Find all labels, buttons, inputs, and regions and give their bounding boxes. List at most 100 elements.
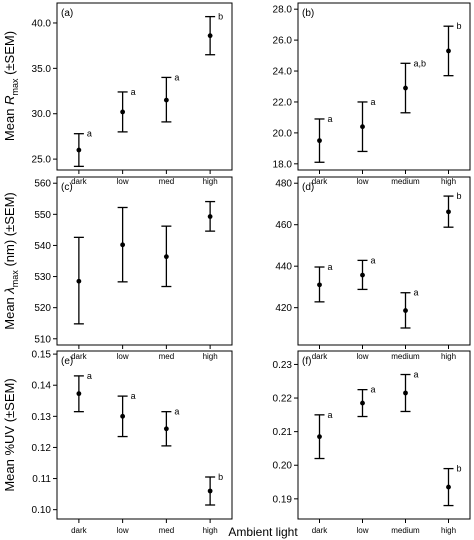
x-tick-label: low	[356, 526, 368, 535]
data-point	[403, 308, 408, 313]
significance-letter: b	[218, 472, 223, 482]
y-tick-label: 0.11	[32, 474, 51, 485]
x-tick-label: high	[203, 526, 218, 535]
y-axis-title-part: Mean	[2, 456, 17, 492]
data-point	[317, 434, 322, 440]
panel-label: (c)	[61, 182, 73, 193]
y-tick-label: 540	[34, 241, 51, 252]
y-axis-title-subscript: max	[10, 78, 20, 96]
plot-frame	[56, 350, 233, 520]
y-tick-label: 24.0	[273, 67, 293, 78]
y-tick-label: 0.10	[32, 505, 52, 516]
panel-3: (d) 420 440 460 480 dark low medium high a a a b	[275, 176, 471, 361]
x-tick-label: med	[159, 526, 175, 535]
x-tick-label: low	[117, 526, 129, 535]
plot-frame	[297, 350, 471, 520]
y-axis-title-part: %UV (±SEM)	[2, 378, 17, 455]
y-tick-label: 550	[34, 210, 51, 221]
data-point	[163, 254, 169, 260]
y-axis-title-part: λ	[2, 287, 17, 294]
y-axis-title-part: Mean	[2, 294, 17, 330]
x-tick-label: dark	[312, 177, 329, 186]
y-tick-label: 460	[275, 220, 292, 231]
data-point	[76, 147, 82, 153]
x-tick-label: high	[441, 526, 456, 535]
data-point	[120, 242, 126, 248]
plot-frame	[56, 2, 233, 171]
significance-letter: b	[457, 21, 462, 31]
significance-letter: a	[131, 391, 136, 401]
data-point	[360, 124, 365, 130]
data-point	[163, 426, 169, 432]
y-tick-label: 0.12	[32, 443, 52, 454]
panel-5: (f) 0.19 0.20 0.21 0.22 0.23 dark low medium high…	[273, 350, 471, 535]
y-tick-label: 0.22	[273, 394, 293, 405]
y-axis-title-part: (±SEM)	[2, 31, 17, 79]
data-point	[360, 400, 365, 406]
x-tick-label: medium	[391, 526, 420, 535]
significance-letter: a	[87, 129, 92, 139]
data-point	[446, 484, 451, 490]
panel-1: (b) 18.0 20.0 22.0 24.0 26.0 28.0 dark low medium…	[273, 2, 471, 186]
y-tick-label: 25.0	[32, 155, 52, 166]
y-tick-label: 0.20	[273, 461, 293, 472]
y-tick-label: 0.21	[273, 427, 293, 438]
x-tick-label: med	[159, 177, 175, 186]
significance-letter: a	[87, 371, 92, 381]
significance-letter: a	[371, 255, 376, 265]
panel-label: (a)	[61, 8, 73, 19]
data-point	[163, 97, 169, 103]
panel-label: (b)	[302, 8, 314, 19]
x-tick-label: medium	[391, 352, 420, 361]
y-tick-label: 40.0	[32, 18, 52, 29]
plot-frame	[56, 176, 233, 346]
y-tick-label: 28.0	[273, 5, 293, 16]
x-tick-label: dark	[312, 526, 329, 535]
data-point	[360, 272, 365, 278]
significance-letter: a	[328, 262, 333, 272]
plot-frame	[297, 176, 471, 346]
data-point	[207, 488, 213, 494]
y-tick-label: 510	[34, 334, 51, 345]
x-tick-label: high	[441, 352, 456, 361]
x-tick-label: low	[117, 177, 129, 186]
panel-2: (c) 510 520 530 540 550 560 dark low med high	[34, 176, 233, 361]
y-tick-label: 20.0	[273, 128, 293, 139]
significance-letter: a	[131, 87, 136, 97]
x-tick-label: low	[117, 352, 129, 361]
y-tick-label: 420	[275, 303, 292, 314]
y-axis-title-part: Mean	[2, 105, 17, 141]
y-tick-label: 18.0	[273, 159, 293, 170]
data-point	[446, 209, 451, 215]
y-axis-title-part: (nm) (±SEM)	[2, 192, 17, 270]
x-tick-label: med	[159, 352, 175, 361]
x-tick-label: dark	[312, 352, 329, 361]
x-tick-label: low	[356, 352, 368, 361]
significance-letter: a	[328, 410, 333, 420]
y-axis-title: Mean %UV (±SEM)	[2, 378, 17, 491]
data-point	[446, 48, 451, 54]
significance-letter: a	[174, 72, 179, 82]
panel-0: (a) 25.0 30.0 35.0 40.0 dark low med high a a a b	[32, 2, 233, 186]
x-tick-label: high	[203, 352, 218, 361]
significance-letter: b	[457, 464, 462, 474]
y-tick-label: 0.15	[32, 350, 52, 361]
data-point	[403, 85, 408, 91]
y-tick-label: 0.23	[273, 360, 293, 371]
x-tick-label: medium	[391, 177, 420, 186]
data-point	[120, 413, 126, 419]
significance-letter: a	[414, 288, 419, 298]
panel-4: (e) 0.10 0.11 0.12 0.13 0.14 0.15 dark low med hig…	[32, 350, 233, 535]
data-point	[207, 33, 213, 39]
panel-label: (d)	[302, 182, 314, 193]
data-point	[317, 282, 322, 288]
y-tick-label: 440	[275, 262, 292, 273]
y-tick-label: 0.14	[32, 381, 52, 392]
significance-letter: a	[328, 114, 333, 124]
plot-frame	[297, 2, 471, 171]
x-tick-label: dark	[71, 177, 88, 186]
significance-letter: b	[457, 191, 462, 201]
data-point	[76, 278, 82, 284]
y-tick-label: 22.0	[273, 97, 293, 108]
y-tick-label: 480	[275, 179, 292, 190]
